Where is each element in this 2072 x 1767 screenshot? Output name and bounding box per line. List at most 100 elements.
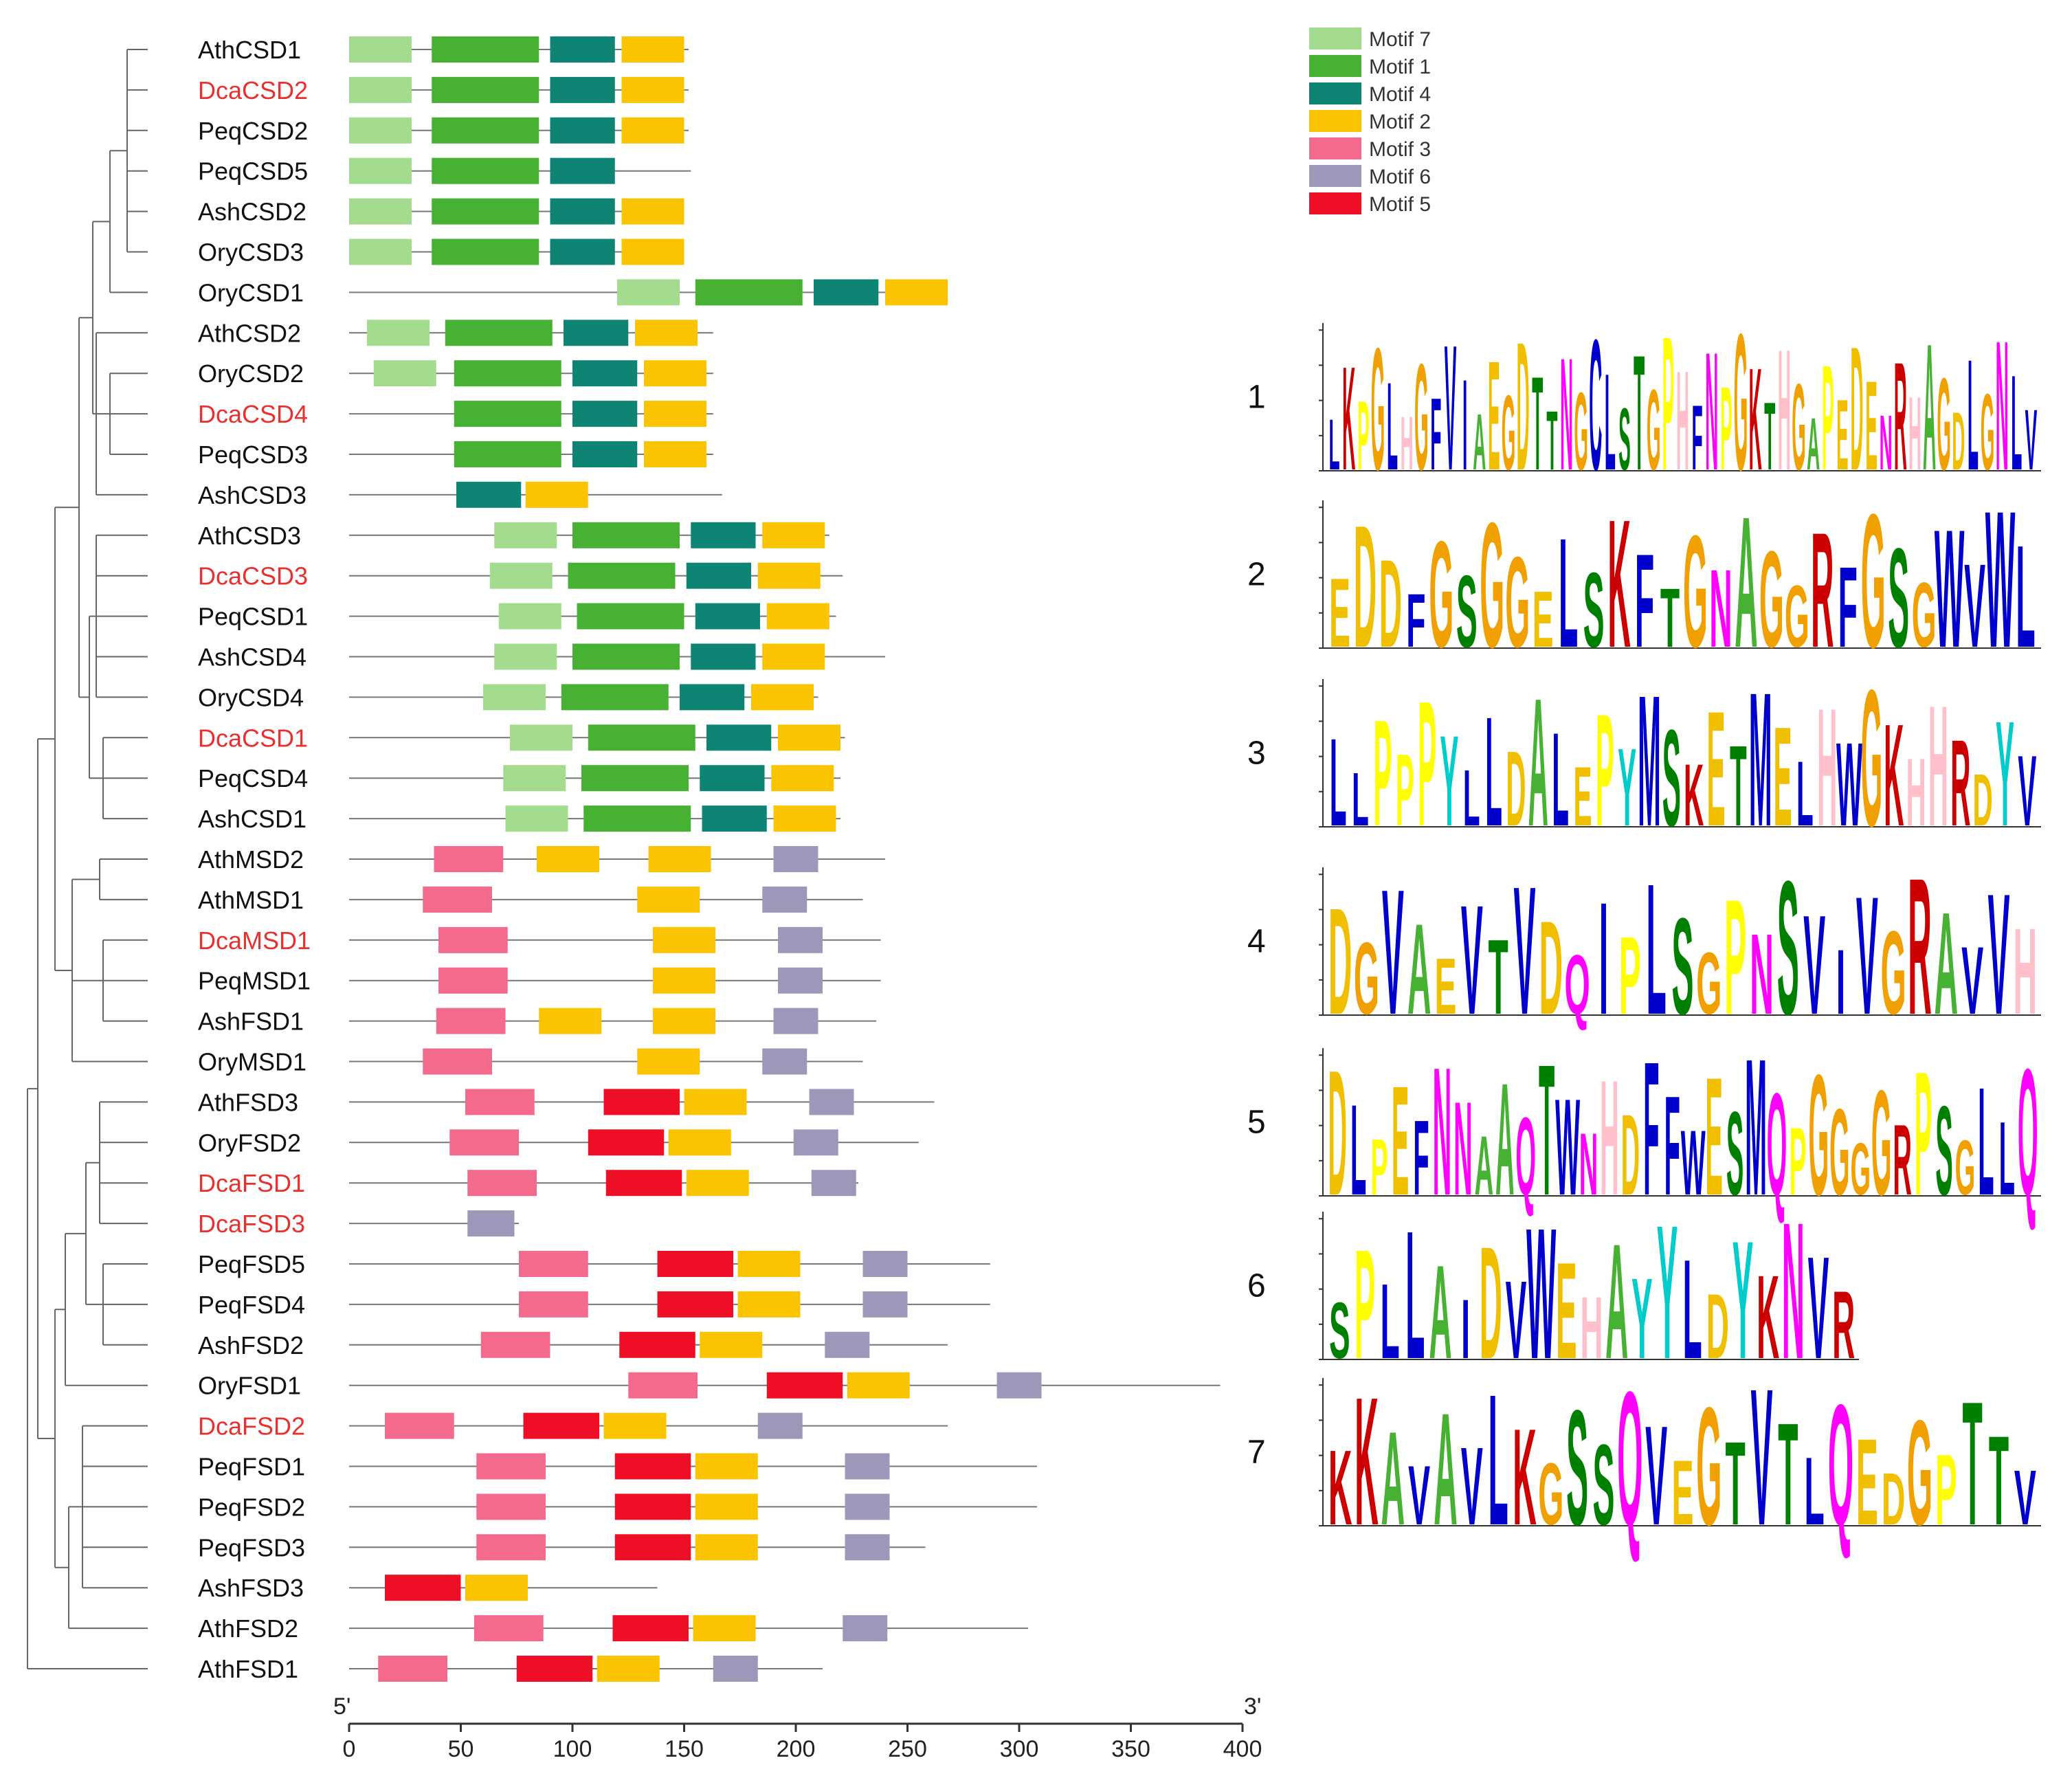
gene-row-peqfsd1: PeqFSD1	[198, 1453, 1037, 1481]
logo-letter: F	[1643, 1022, 1659, 1235]
logo-letter: A	[1429, 1237, 1451, 1386]
motif-3-box	[385, 1412, 454, 1439]
motif-2-box	[668, 1129, 731, 1156]
logo-letter: G	[1981, 372, 1995, 493]
motif-2-box	[686, 1170, 749, 1197]
gene-label: DcaFSD3	[198, 1210, 305, 1238]
motif-6-box	[862, 1251, 908, 1277]
logo-letter: E	[1533, 575, 1554, 664]
motif-1-box	[432, 157, 539, 184]
legend-item-motif-4: Motif 4	[1309, 82, 1431, 106]
logo-letter: N	[1709, 548, 1732, 671]
logo-letter: L	[1647, 845, 1667, 1054]
logo-letter: G	[1696, 933, 1722, 1032]
logo-letter: K	[1328, 1429, 1352, 1548]
motif-1-box	[454, 401, 561, 427]
logo-letter: G	[1414, 333, 1429, 502]
logo-letter: A	[1605, 1210, 1628, 1394]
logo-letter: V	[1645, 1397, 1667, 1555]
motif-4-box	[550, 117, 615, 144]
motif-2-box	[737, 1251, 801, 1277]
logo-letter: E	[1556, 1234, 1577, 1387]
logo-letter: Q	[1617, 1353, 1642, 1566]
logo-letter: L	[1489, 1356, 1508, 1565]
logo-letter: A	[1807, 402, 1820, 485]
logo-letter: M	[1749, 653, 1772, 867]
logo-letter: S	[1935, 1080, 1952, 1222]
gene-label: DcaCSD4	[198, 400, 308, 428]
motif-2-box	[766, 603, 829, 630]
logo-letter: S	[1593, 1421, 1615, 1549]
motif-5-box	[614, 1493, 691, 1520]
logo-letter: T	[1730, 722, 1747, 850]
motif-7-box	[373, 360, 436, 387]
motif-2-box	[603, 1412, 667, 1439]
motif-2-box	[637, 886, 700, 913]
logo-letter: P	[1373, 688, 1392, 858]
logo-letter: H	[1817, 674, 1837, 862]
motif-6-box	[778, 967, 823, 994]
gene-row-ashcsd1: AshCSD1	[198, 805, 840, 833]
gene-row-athcsd1: AthCSD1	[198, 36, 689, 64]
logo-letter: E	[1856, 1412, 1878, 1551]
logo-letter: T	[1660, 570, 1680, 665]
gene-motif-structures: AthCSD1 DcaCSD2 PeqCSD2 PeqCSD5 AshCSD2 OryCS…	[198, 36, 1221, 1683]
logo-letter: G	[1785, 568, 1809, 666]
motif-7-box	[505, 805, 568, 832]
logo-letter: L	[1605, 346, 1616, 500]
logo-letter: G	[1538, 1444, 1563, 1543]
logo-letter: N	[1705, 317, 1718, 505]
logo-letter: L	[1552, 704, 1569, 854]
motif-3-box	[378, 1656, 447, 1682]
motif-5-box	[605, 1170, 682, 1197]
logo-letter: Q	[2018, 1031, 2038, 1233]
legend-label: Motif 6	[1369, 166, 1431, 188]
logo-letter: L	[1387, 356, 1398, 496]
logo-letter: N	[1782, 1183, 1805, 1401]
logo-letter: L	[1978, 1056, 1994, 1228]
motif-3-box	[476, 1534, 546, 1561]
logo-letter: S	[1329, 1286, 1350, 1375]
phylogenetic-tree	[27, 49, 148, 1669]
logo-letter: F	[1430, 377, 1441, 491]
gene-row-peqfsd4: PeqFSD4	[198, 1291, 990, 1319]
motif-2-box	[621, 198, 684, 225]
logo-letter: L	[1350, 1078, 1366, 1223]
gene-label: OryCSD2	[198, 359, 304, 388]
logo-letter: G	[1371, 313, 1385, 507]
logo-letter: K	[1757, 1250, 1779, 1383]
gene-row-athfsd2: AthFSD2	[198, 1614, 1028, 1643]
logo-letter: V	[1506, 1259, 1527, 1383]
logo-letter: T	[1963, 1366, 1983, 1562]
logo-letter: H	[1580, 1279, 1603, 1377]
motif-6-box	[762, 886, 807, 913]
motif-4-box	[550, 238, 615, 265]
motif-3-box	[519, 1251, 588, 1277]
motif-1-box	[568, 562, 676, 589]
motif-5-box	[588, 1129, 665, 1156]
logo-number: 4	[1247, 924, 1266, 960]
legend-item-motif-5: Motif 5	[1309, 192, 1431, 216]
logo-letter: V	[1856, 862, 1878, 1049]
motif-5-box	[523, 1412, 599, 1439]
axis-tick-label: 200	[777, 1736, 816, 1762]
logo-letter: S	[1618, 390, 1631, 489]
logo-letter: H	[1600, 1047, 1618, 1230]
logo-letter: L	[1805, 1438, 1825, 1546]
logo-letter: A	[1434, 1379, 1458, 1558]
logo-letter: L	[2011, 347, 2022, 498]
gene-row-orycsd1: OryCSD1	[198, 278, 948, 307]
logo-letter: D	[1539, 893, 1563, 1042]
motif-2-box	[653, 1008, 715, 1034]
gene-label: DcaFSD1	[198, 1169, 305, 1197]
logo-letter: G	[1955, 1124, 1976, 1211]
logo-letter: P	[1396, 733, 1414, 848]
motif-2-box	[537, 846, 599, 872]
motif-2-box	[637, 1048, 700, 1075]
logo-letter: F	[1838, 543, 1858, 671]
gene-label: OryFSD2	[198, 1129, 301, 1157]
gene-row-peqfsd5: PeqFSD5	[198, 1250, 990, 1278]
logo-letter: Y	[1657, 1186, 1678, 1399]
gene-label: PeqCSD1	[198, 603, 308, 631]
motif-3-box	[449, 1129, 519, 1156]
